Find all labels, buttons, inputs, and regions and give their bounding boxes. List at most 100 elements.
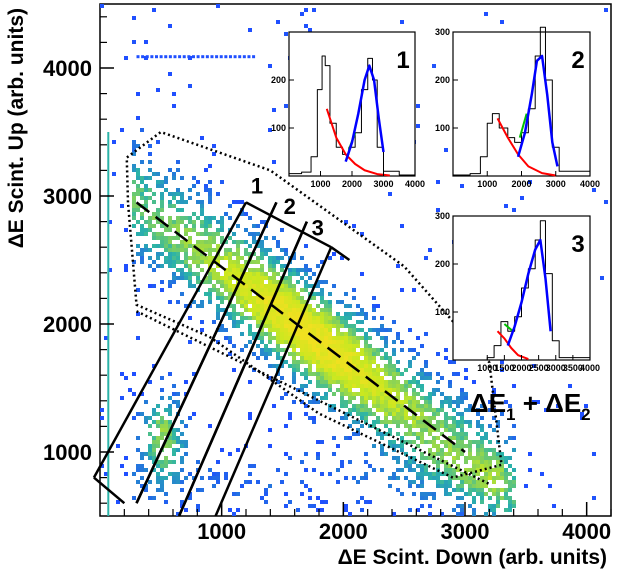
heatmap-cell [124, 264, 128, 268]
heatmap-cell [436, 408, 440, 412]
heatmap-cell [280, 308, 284, 312]
heatmap-cell [416, 436, 420, 440]
heatmap-cell [300, 480, 304, 484]
heatmap-cell [360, 348, 364, 352]
heatmap-cell [480, 464, 484, 468]
heatmap-cell [444, 440, 448, 444]
heatmap-cell [488, 408, 492, 412]
heatmap-cell [384, 384, 388, 388]
heatmap-cell [404, 416, 408, 420]
heatmap-cell [232, 316, 236, 320]
heatmap-cell [424, 464, 428, 468]
heatmap-cell [216, 312, 220, 316]
heatmap-cell [292, 380, 296, 384]
inset-y-tick-label: 200 [435, 259, 450, 269]
heatmap-cell [372, 372, 376, 376]
heatmap-cell [324, 316, 328, 320]
heatmap-cell [356, 432, 360, 436]
heatmap-cell [540, 472, 544, 476]
heatmap-cell [272, 300, 276, 304]
heatmap-cell [460, 392, 464, 396]
heatmap-cell [160, 224, 164, 228]
heatmap-cell [340, 464, 344, 468]
heatmap-cell [380, 380, 384, 384]
heatmap-cell [268, 268, 272, 272]
heatmap-cell [248, 232, 252, 236]
heatmap-cell [280, 332, 284, 336]
heatmap-cell [212, 284, 216, 288]
heatmap-cell [328, 388, 332, 392]
heatmap-cell [168, 372, 172, 376]
heatmap-cell [196, 216, 200, 220]
heatmap-cell [396, 388, 400, 392]
heatmap-cell [592, 452, 596, 456]
heatmap-cell [232, 288, 236, 292]
heatmap-cell [136, 232, 140, 236]
heatmap-cell [308, 368, 312, 372]
heatmap-cell [140, 232, 144, 236]
heatmap-cell [200, 320, 204, 324]
heatmap-cell [136, 336, 140, 340]
heatmap-cell [392, 472, 396, 476]
heatmap-cell [232, 272, 236, 276]
heatmap-cell [168, 420, 172, 424]
heatmap-cell [412, 460, 416, 464]
heatmap-cell [100, 464, 104, 468]
heatmap-cell [432, 492, 436, 496]
heatmap-cell [148, 144, 152, 148]
heatmap-cell [268, 280, 272, 284]
heatmap-cell [336, 344, 340, 348]
heatmap-cell [336, 332, 340, 336]
heatmap-cell [300, 348, 304, 352]
heatmap-cell [460, 420, 464, 424]
sum-label: ΔE1 + ΔE2 [470, 388, 591, 424]
heatmap-cell [136, 172, 140, 176]
heatmap-cell [192, 228, 196, 232]
heatmap-cell [204, 292, 208, 296]
inset-label-3: 3 [571, 231, 584, 258]
heatmap-cell [312, 292, 316, 296]
heatmap-cell [152, 420, 156, 424]
heatmap-cell [200, 224, 204, 228]
heatmap-cell [376, 432, 380, 436]
heatmap-cell [187, 55, 191, 59]
heatmap-cell [320, 508, 324, 512]
heatmap-cell [172, 460, 176, 464]
heatmap-cell [352, 392, 356, 396]
heatmap-cell [456, 440, 460, 444]
heatmap-cell [348, 316, 352, 320]
heatmap-cell [216, 472, 220, 476]
heatmap-cell [140, 224, 144, 228]
heatmap-cell [348, 384, 352, 388]
heatmap-cell [472, 456, 476, 460]
heatmap-cell [288, 412, 292, 416]
heatmap-cell [460, 484, 464, 488]
heatmap-cell [140, 196, 144, 200]
heatmap-cell [144, 204, 148, 208]
heatmap-cell [372, 424, 376, 428]
heatmap-cell [600, 276, 604, 280]
heatmap-cell [356, 420, 360, 424]
heatmap-cell [316, 352, 320, 356]
heatmap-cell [396, 400, 400, 404]
heatmap-cell [156, 252, 160, 256]
heatmap-cell [420, 484, 424, 488]
heatmap-cell [256, 300, 260, 304]
heatmap-cell [528, 180, 532, 184]
heatmap-cell [272, 312, 276, 316]
heatmap-cell [436, 444, 440, 448]
heatmap-cell [216, 256, 220, 260]
heatmap-cell [380, 348, 384, 352]
heatmap-cell [172, 384, 176, 388]
heatmap-cell [472, 460, 476, 464]
inset-x-tick-label: 2000 [511, 179, 531, 189]
heatmap-cell [208, 424, 212, 428]
heatmap-cell [472, 500, 476, 504]
inset-y-tick-label: 200 [435, 75, 450, 85]
heatmap-cell [344, 400, 348, 404]
heatmap-cell [244, 276, 248, 280]
heatmap-cell [320, 312, 324, 316]
heatmap-cell [248, 480, 252, 484]
heatmap-cell [132, 472, 136, 476]
heatmap-cell [308, 380, 312, 384]
